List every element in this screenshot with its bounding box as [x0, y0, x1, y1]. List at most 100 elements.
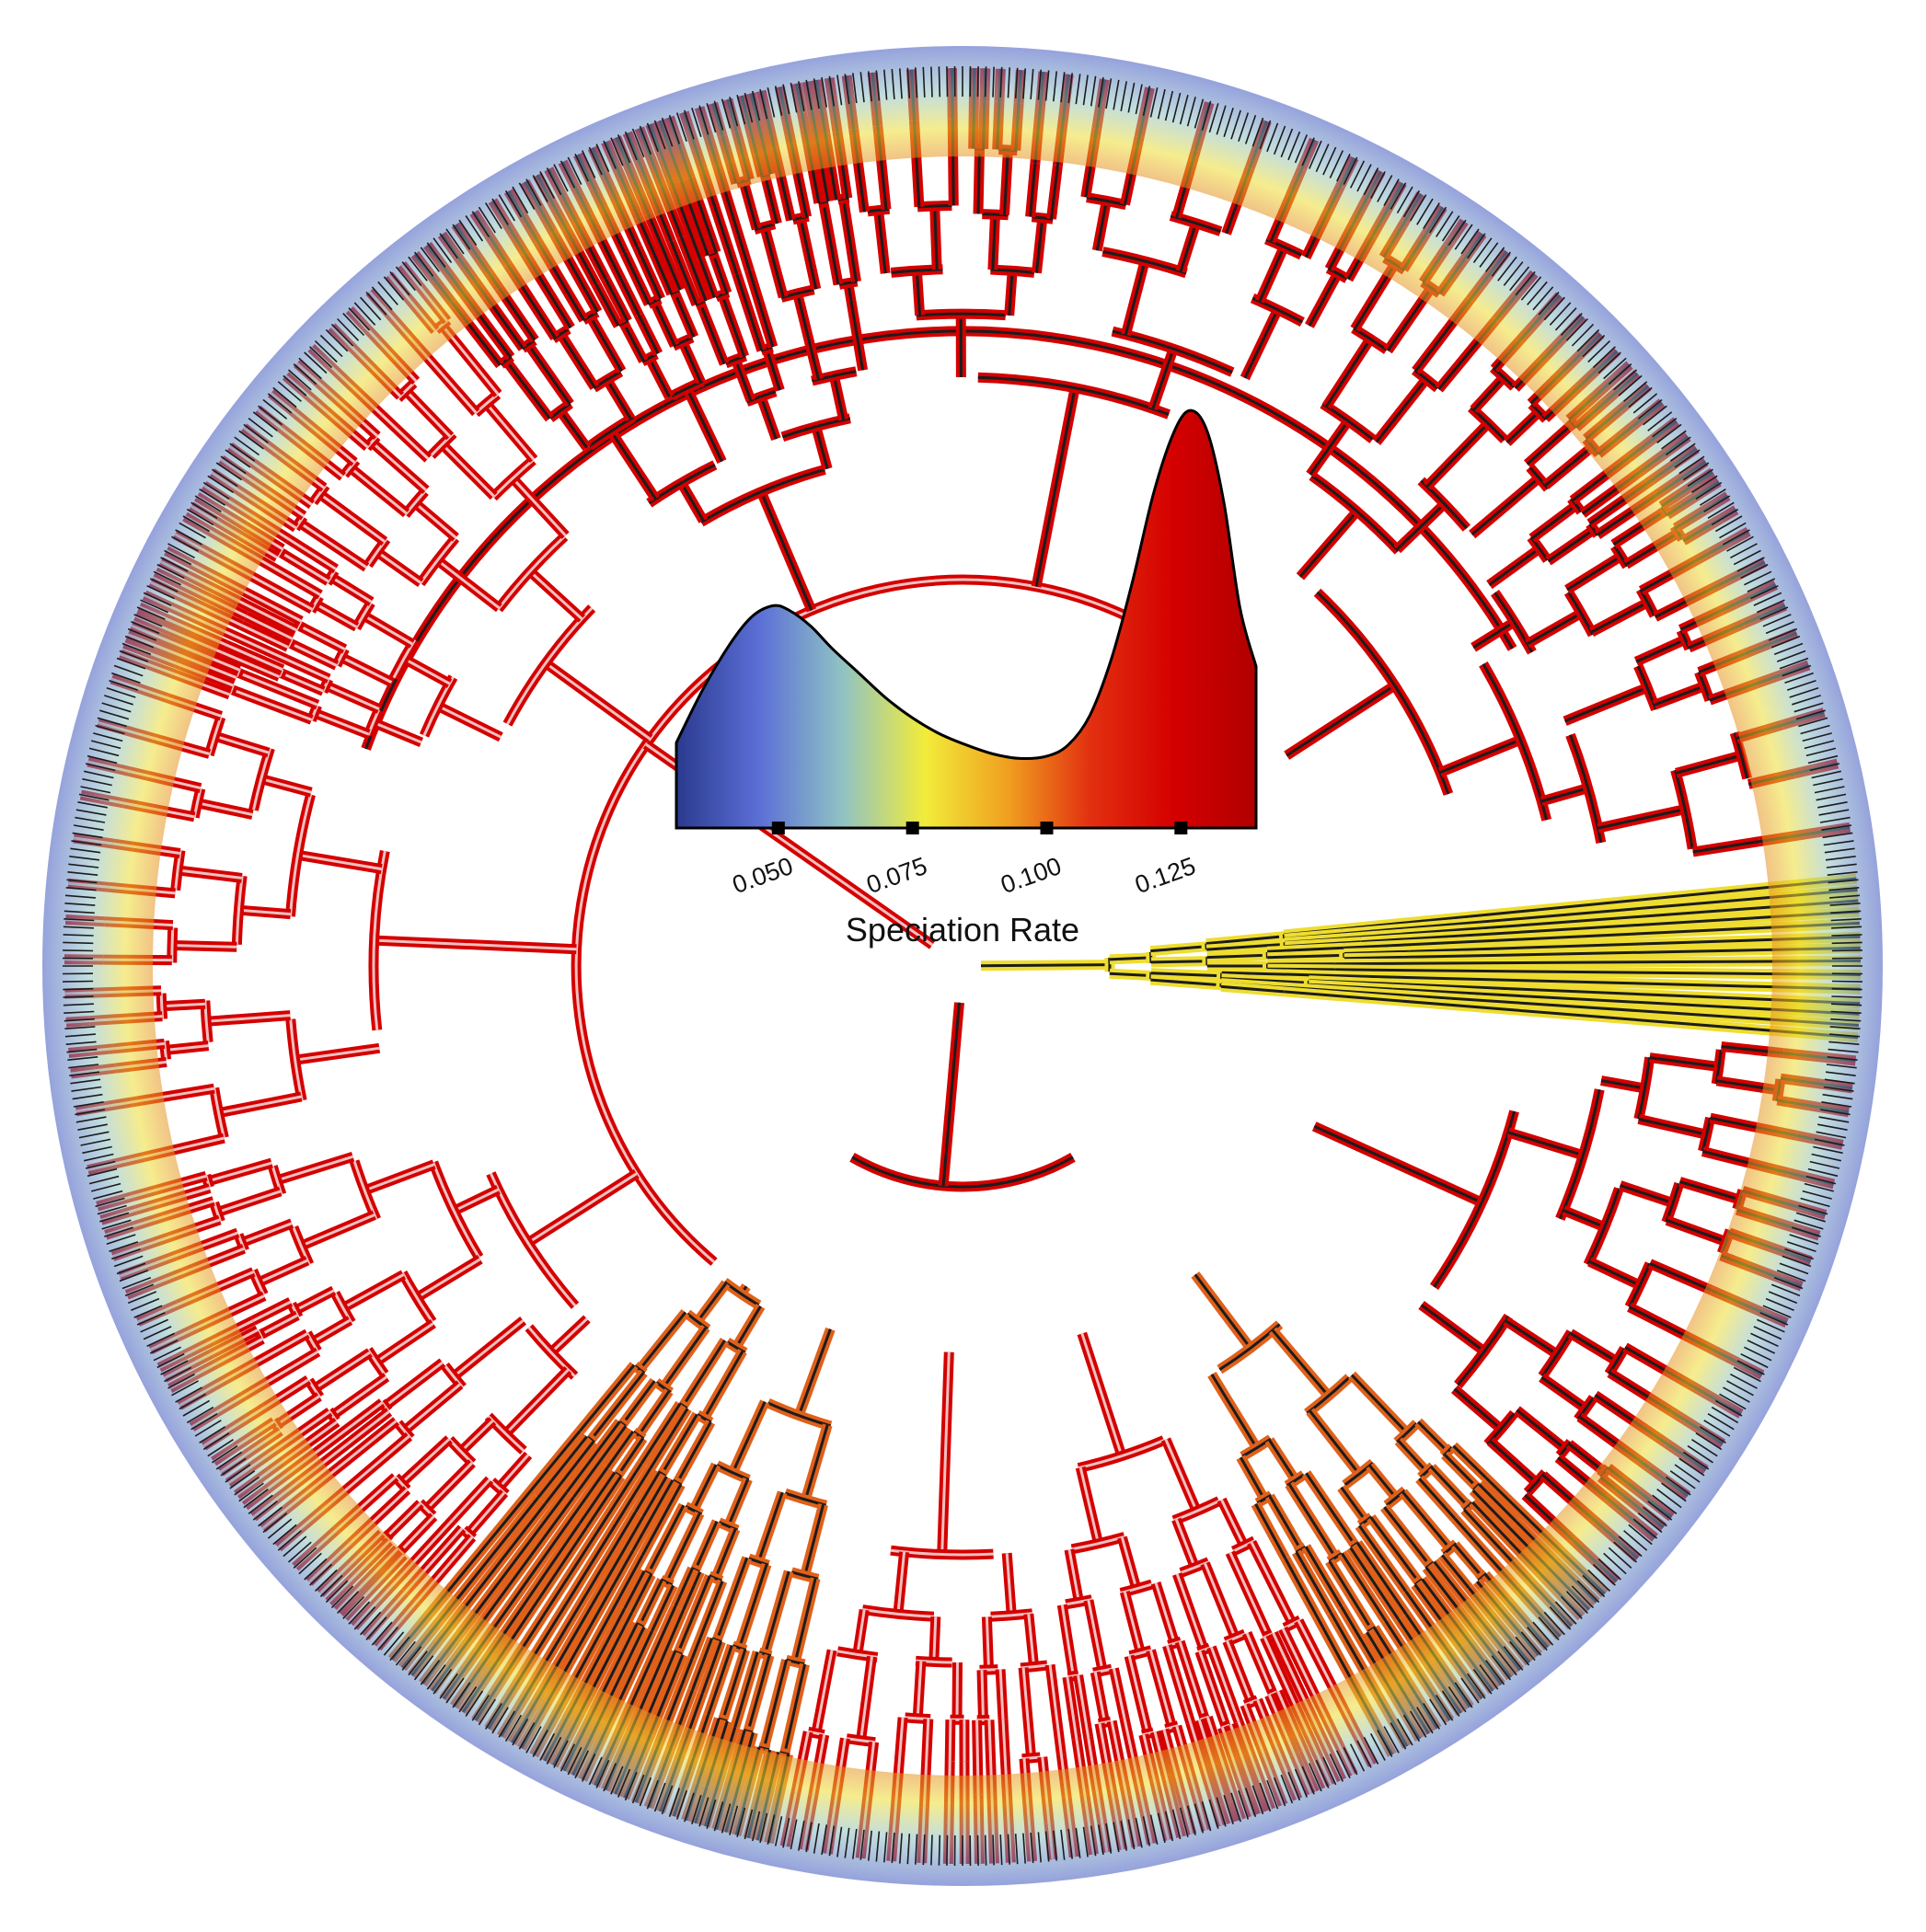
tree-branch-core [504, 1368, 570, 1435]
tip-tick [1194, 1803, 1205, 1834]
tip-tick [1315, 144, 1330, 173]
tree-branch-core [721, 1649, 747, 1720]
tip-tick [1795, 709, 1826, 720]
tree-branch-core [559, 333, 596, 388]
tip-tick [1515, 1636, 1536, 1662]
tree-branch-core [1206, 942, 1286, 951]
tip-tick [498, 194, 515, 222]
tip-tick [1135, 1817, 1143, 1848]
tip-tick [90, 1182, 121, 1192]
tree-branch-core [1453, 1544, 1484, 1579]
tip-tick [75, 809, 107, 816]
tip-tick [136, 1312, 166, 1326]
tip-tick [63, 987, 94, 991]
tree-branch-core [1034, 387, 1077, 587]
tree-branch-core [1375, 378, 1428, 443]
tip-tick [631, 1774, 645, 1804]
tip-tick [1687, 468, 1713, 488]
tip-tick [190, 501, 218, 519]
tree-branch-core [797, 1328, 832, 1417]
tree-branch-core [1635, 638, 1686, 663]
tree-branch-core [1417, 1420, 1449, 1453]
tip-tick [1491, 1655, 1512, 1681]
tip-tick [675, 1789, 687, 1820]
tree-branch-core [1029, 163, 1037, 217]
tip-tick [304, 351, 328, 374]
tip-tick [156, 563, 185, 580]
tip-tick [1472, 1669, 1493, 1695]
tip-tick [1343, 156, 1358, 185]
tree-branch-core [1530, 503, 1577, 540]
tree-branch-core [1123, 1592, 1142, 1654]
tree-branch-core [814, 1650, 834, 1734]
tip-tick [751, 1811, 761, 1842]
tip-tick [938, 66, 941, 98]
tree-branch-core [364, 329, 1514, 750]
tip-tick [202, 481, 230, 500]
tip-tick [99, 709, 130, 720]
tip-tick [828, 1825, 836, 1857]
tip-tick [567, 1747, 582, 1776]
tip-tick [1120, 1821, 1127, 1851]
tree-branch-core [641, 1476, 668, 1518]
tip-tick [610, 1765, 624, 1795]
tip-tick [277, 381, 302, 402]
tip-tick [389, 1636, 410, 1662]
tree-branch-core [309, 595, 321, 612]
tree-branch-core [257, 1259, 308, 1284]
tip-tick [1695, 1432, 1723, 1451]
tree-branch-core [1540, 787, 1589, 803]
tree-branch-core [1453, 1387, 1503, 1431]
tree-branch-core [363, 1163, 435, 1192]
tip-tick [1805, 747, 1837, 757]
tip-tick [1747, 578, 1776, 592]
tip-tick [1786, 679, 1816, 691]
tip-tick [1377, 1730, 1393, 1757]
tip-tick [567, 156, 582, 185]
tree-branch-core [756, 1491, 784, 1563]
tip-tick [1216, 1797, 1227, 1827]
tip-tick [277, 1530, 302, 1551]
tip-tick [1669, 1470, 1696, 1489]
tree-branch-core [298, 521, 368, 569]
tip-tick [160, 1360, 189, 1375]
tip-tick [1503, 261, 1524, 286]
tip-tick [798, 81, 805, 111]
tip-tick [104, 1226, 133, 1237]
tip-tick [668, 1788, 681, 1817]
tip-tick [1543, 1611, 1565, 1636]
tree-branch-core [891, 268, 943, 274]
tip-tick [234, 436, 259, 456]
tip-tick [1497, 256, 1517, 282]
tip-tick [267, 393, 293, 414]
tip-tick [252, 1501, 278, 1521]
tip-tick [1244, 1788, 1257, 1817]
tip-tick [1142, 86, 1151, 116]
tip-tick [283, 1535, 307, 1558]
tip-tick [1164, 90, 1174, 121]
tip-tick [86, 754, 118, 765]
tip-tick [199, 1426, 226, 1443]
tip-tick [1809, 1160, 1840, 1169]
tree-branch-core [1567, 591, 1595, 636]
tree-branch-core [1086, 196, 1127, 207]
tree-branch-core [506, 606, 594, 725]
tip-tick [70, 847, 101, 854]
tip-tick [1784, 672, 1814, 684]
tip-tick [458, 219, 478, 247]
tree-branch-core [1206, 953, 1268, 960]
tip-tick [131, 620, 160, 635]
tip-tick [238, 1482, 264, 1502]
tree-branch-core [635, 1622, 644, 1628]
tip-tick [1259, 120, 1272, 150]
tip-tick [63, 949, 94, 952]
tree-branch-core [686, 387, 723, 463]
tree-branch-core [681, 340, 702, 383]
tip-tick [113, 664, 144, 677]
tip-tick [1765, 620, 1794, 635]
tip-tick [1819, 1109, 1851, 1116]
tip-tick [1762, 614, 1792, 627]
tree-branch-core [661, 1413, 698, 1475]
tip-tick [1789, 1234, 1819, 1245]
tree-branch-core [1218, 1323, 1281, 1371]
